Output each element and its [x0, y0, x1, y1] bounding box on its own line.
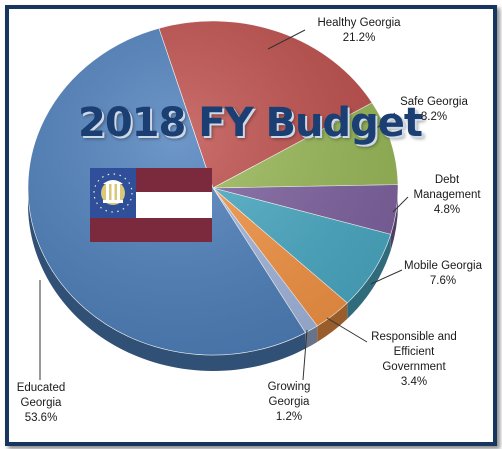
label-healthy-georgia-value: 21.2% — [342, 32, 376, 44]
label-educated-georgia-line1: Educated — [16, 382, 66, 394]
label-responsible-line2: Efficient — [393, 346, 435, 358]
label-mobile-georgia: Mobile Georgia 7.6% — [398, 259, 488, 289]
label-responsible-line3: Government — [382, 361, 446, 373]
leader-line-responsible — [326, 317, 368, 343]
leader-line-mobile-georgia — [370, 269, 403, 285]
leader-line-healthy-georgia — [267, 29, 306, 50]
label-mobile-georgia-name: Mobile Georgia — [404, 260, 482, 272]
leader-line-safe-georgia — [371, 112, 396, 133]
label-growing-georgia-line1: Growing — [267, 381, 311, 393]
label-growing-georgia-line2: Georgia — [268, 396, 310, 408]
label-safe-georgia: Safe Georgia 8.2% — [392, 95, 476, 125]
label-educated-georgia-line2: Georgia — [20, 397, 62, 409]
label-responsible-value: 3.4% — [400, 376, 428, 388]
label-mobile-georgia-value: 7.6% — [429, 275, 457, 287]
leader-line-growing-georgia — [302, 329, 308, 381]
label-growing-georgia: Growing Georgia 1.2% — [258, 380, 320, 425]
label-healthy-georgia: Healthy Georgia 21.2% — [297, 16, 421, 46]
label-debt-management-value: 4.8% — [433, 204, 461, 216]
label-educated-georgia: Educated Georgia 53.6% — [10, 381, 72, 426]
label-growing-georgia-value: 1.2% — [275, 411, 303, 423]
leader-line-debt-management — [392, 196, 409, 213]
label-safe-georgia-name: Safe Georgia — [400, 96, 468, 108]
label-debt-management-line2: Management — [413, 189, 481, 201]
label-responsible-efficient-government: Responsible and Efficient Government 3.4… — [362, 330, 466, 390]
label-responsible-line1: Responsible and — [371, 331, 457, 343]
label-educated-georgia-value: 53.6% — [24, 412, 58, 424]
label-debt-management-line1: Debt — [434, 174, 460, 186]
chart-title: 2018 FY Budget — [78, 100, 423, 146]
label-debt-management: Debt Management 4.8% — [408, 173, 486, 218]
label-safe-georgia-value: 8.2% — [420, 111, 448, 123]
label-healthy-georgia-name: Healthy Georgia — [317, 17, 401, 29]
georgia-state-flag-icon — [90, 168, 212, 242]
